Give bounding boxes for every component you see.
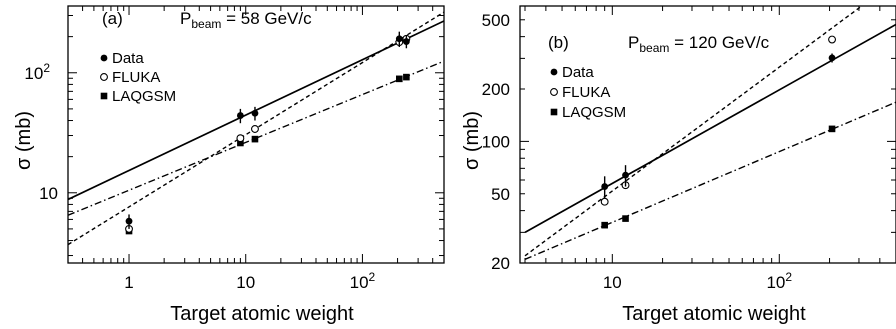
x-tick-label-base: 10 [766,273,785,292]
laqgsm-point [403,73,410,81]
data-point [251,109,259,117]
data-point [622,171,629,179]
fluka-point [236,134,245,143]
x-tick-label-base: 1 [124,273,133,292]
data-point [236,112,244,119]
y-tick-label-base: 100 [482,132,510,151]
series-data [601,53,836,199]
fluka-point [828,35,836,44]
x-tick-label: 102 [766,270,792,292]
y-tick-label-base: 20 [491,254,510,273]
laqgsm-point [828,125,836,133]
legend-marker-data [100,54,108,62]
x-tick-label: 102 [350,270,376,292]
x-tick-label-base: 10 [603,273,622,292]
laqgsm-point [251,135,259,143]
y-tick-label-exponent: 2 [43,61,50,75]
legend-marker-laqgsm [100,92,108,100]
x-tick-label: 10 [603,273,622,292]
y-tick-label-base: 50 [491,185,510,204]
legend-marker-fluka [550,88,558,96]
panel-title-subscript: beam [639,41,669,55]
x-tick-label-exponent: 2 [369,270,376,284]
y-tick-label: 102 [24,61,50,83]
data-point [395,35,403,43]
legend-label-data: Data [112,50,144,67]
panel-title-subscript: beam [191,17,221,31]
legend-label-laqgsm: LAQGSM [562,104,626,121]
y-tick-label-base: 10 [39,184,58,203]
series-fluka [600,35,836,206]
y-tick-label-base: 10 [24,64,43,83]
laqgsm-point [396,75,403,83]
y-tick-label: 50 [491,185,510,204]
legend-label-fluka: FLUKA [112,69,160,86]
x-tick-label-exponent: 2 [785,270,792,284]
legend-marker-laqgsm [550,108,558,116]
minor-ticks [520,5,896,264]
panel-title-main: P [180,9,191,28]
legend: Data FLUKA LAQGSM [550,64,626,121]
y-tick-label-base: 500 [482,11,510,30]
y-axis-label: σ (mb) [13,111,35,170]
legend-label-fluka: FLUKA [562,84,610,101]
y-tick-label-base: 200 [482,80,510,99]
panel-title-rest: = 58 GeV/c [221,9,312,28]
data-point [601,183,609,190]
laqgsm-point [237,139,244,147]
x-tick-label-base: 10 [236,273,255,292]
data-point [125,217,133,225]
y-tick-label: 500 [482,11,510,30]
panel-title-main: P [628,33,639,52]
x-axis-label: Target atomic weight [622,303,806,325]
plot-frame [519,5,896,264]
plot-frame [67,5,445,264]
panel-label: (b) [548,33,569,52]
data-point [402,38,410,45]
fit-line-solid [524,23,896,234]
panel-title: Pbeam = 120 GeV/c [628,33,770,55]
y-axis-label: σ (mb) [461,111,483,170]
legend: Data FLUKA LAQGSM [100,50,176,105]
minor-ticks [67,6,445,263]
legend-marker-data [550,68,558,76]
laqgsm-point [601,221,608,229]
panel-title-rest: = 120 GeV/c [669,33,769,52]
panel-title: Pbeam = 58 GeV/c [180,9,312,31]
y-tick-label: 10 [39,184,58,203]
series-data [125,31,410,229]
legend-label-laqgsm: LAQGSM [112,88,176,105]
series-fluka [125,34,411,233]
fit-line-dashed [68,11,444,246]
fluka-point [251,125,259,133]
fit-line-dashdot [524,101,896,260]
legend-marker-fluka [100,73,108,81]
data-point [828,54,836,62]
x-tick-label: 10 [236,273,255,292]
x-tick-label-base: 10 [350,273,369,292]
series-laqgsm [601,125,836,229]
x-tick-label: 1 [124,273,133,292]
legend-label-data: Data [562,64,594,81]
y-tick-label: 20 [491,254,510,273]
fluka-point [600,197,609,206]
x-axis-label: Target atomic weight [170,303,354,325]
y-tick-label: 200 [482,80,510,99]
laqgsm-point [622,215,629,222]
panel-label: (a) [102,9,123,28]
y-tick-label: 100 [482,132,510,151]
